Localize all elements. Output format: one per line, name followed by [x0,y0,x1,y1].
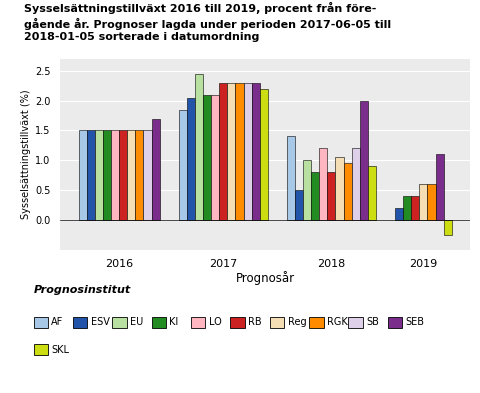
Bar [79,130,87,220]
Bar [152,119,160,220]
Bar [187,98,195,220]
Bar [403,196,411,220]
Text: EU: EU [130,317,144,327]
Bar [211,95,219,220]
Bar [235,83,243,220]
Text: AF: AF [51,317,64,327]
Text: LO: LO [209,317,222,327]
Text: Prognosinstitut: Prognosinstitut [34,285,131,295]
Bar [420,184,428,220]
Bar [95,130,103,220]
Bar [368,166,376,220]
Text: SEB: SEB [406,317,425,327]
Bar [144,130,152,220]
Bar [287,136,295,220]
Bar [87,130,95,220]
Bar [127,130,135,220]
Bar [411,196,420,220]
Bar [103,130,111,220]
Text: RGK: RGK [327,317,348,327]
Text: ESV: ESV [91,317,109,327]
Bar [228,83,235,220]
Bar [395,208,403,220]
Bar [319,148,327,220]
X-axis label: Prognosår: Prognosår [236,271,295,285]
Bar [428,184,435,220]
Bar [111,130,119,220]
Bar [219,83,228,220]
Bar [336,157,344,220]
Y-axis label: Sysselsättningstillväxt (%): Sysselsättningstillväxt (%) [21,90,31,219]
Text: SKL: SKL [51,345,70,355]
Bar [344,163,352,220]
Bar [352,148,360,220]
Text: RB: RB [248,317,262,327]
Bar [203,95,211,220]
Bar [260,89,268,220]
Bar [327,172,336,220]
Bar [444,220,452,235]
Bar [135,130,144,220]
Bar [311,172,319,220]
Text: Reg: Reg [288,317,306,327]
Bar [195,74,203,220]
Bar [252,83,260,220]
Bar [179,110,187,220]
Text: SB: SB [366,317,379,327]
Text: Sysselsättningstillväxt 2016 till 2019, procent från före-
gående år. Prognoser : Sysselsättningstillväxt 2016 till 2019, … [24,2,391,42]
Bar [243,83,252,220]
Bar [295,190,303,220]
Bar [303,160,311,220]
Bar [435,154,444,220]
Text: KI: KI [169,317,179,327]
Bar [360,101,368,220]
Bar [119,130,127,220]
